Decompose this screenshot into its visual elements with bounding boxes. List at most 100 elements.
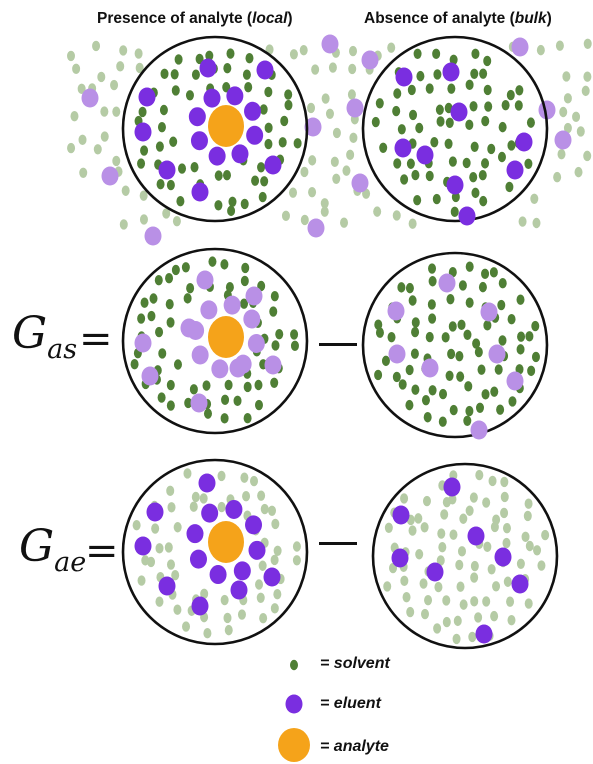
solvent-particle (488, 475, 497, 487)
eluent-particle (256, 60, 274, 80)
solvent-particle (222, 82, 231, 93)
eluent-particle (321, 34, 339, 54)
solvent-particle (220, 594, 229, 606)
eluent-particle (201, 503, 219, 523)
absence-header-term: bulk (514, 10, 547, 27)
solvent-particle (308, 155, 317, 166)
solvent-particle (202, 380, 211, 391)
solvent-particle (240, 298, 249, 309)
solvent-particle (447, 83, 456, 94)
solvent-particle (147, 556, 156, 568)
solvent-particle (492, 581, 501, 592)
solvent-particle (155, 141, 164, 152)
eluent-particle (387, 301, 405, 321)
solvent-particle (430, 136, 439, 148)
solvent-particle (134, 48, 143, 59)
solvent-particle (79, 167, 88, 178)
g-as-subscript: as (47, 334, 78, 365)
solvent-particle (457, 546, 466, 557)
solvent-particle (166, 179, 175, 191)
solvent-particle (299, 44, 308, 56)
solvent-particle (166, 379, 175, 391)
solvent-particle (137, 313, 146, 324)
eluent-particle (203, 88, 221, 108)
solvent-particle (205, 50, 214, 61)
solvent-particle (416, 70, 425, 82)
solvent-particle (244, 82, 253, 93)
solvent-particle (387, 42, 396, 53)
solvent-particle (387, 331, 396, 343)
solvent-particle (258, 191, 267, 203)
solvent-particle (474, 346, 483, 358)
sampling-region-circle (121, 458, 309, 646)
solvent-particle (405, 364, 414, 376)
solvent-particle (481, 115, 490, 127)
eluent-particle (361, 50, 379, 70)
solvent-particle (448, 321, 457, 332)
solvent-particle (307, 102, 316, 114)
solvent-particle (500, 491, 509, 503)
solvent-particle (490, 386, 499, 397)
solvent-particle (500, 507, 509, 519)
solvent-particle (432, 193, 441, 205)
legend-analyte-marker (278, 728, 310, 762)
solvent-particle (465, 405, 474, 417)
eluent-particle (134, 536, 152, 556)
solvent-particle (459, 513, 468, 524)
solvent-particle (223, 612, 232, 624)
eluent-particle (196, 270, 214, 290)
solvent-particle (171, 569, 180, 581)
solvent-particle (183, 293, 192, 304)
solvent-particle (557, 149, 566, 160)
solvent-particle (449, 529, 458, 540)
solvent-particle (516, 344, 525, 355)
sampling-region-circle (361, 251, 549, 439)
solvent-particle (408, 295, 417, 306)
solvent-particle (392, 105, 401, 117)
solvent-particle (472, 338, 481, 349)
solvent-particle (478, 170, 487, 181)
solvent-particle (245, 52, 254, 64)
eluent-particle (158, 160, 176, 180)
solvent-particle (481, 268, 490, 280)
solvent-particle (413, 194, 422, 206)
solvent-particle (402, 591, 411, 603)
solvent-particle (208, 256, 217, 267)
solvent-particle (479, 68, 488, 79)
solvent-particle (139, 214, 148, 225)
solvent-particle (250, 475, 259, 487)
solvent-particle (139, 190, 148, 201)
solvent-particle (225, 282, 234, 293)
solvent-particle (421, 394, 430, 406)
solvent-particle (259, 104, 268, 115)
solvent-particle (393, 158, 402, 169)
solvent-particle (112, 155, 121, 167)
solvent-particle (465, 119, 474, 131)
absence-header-text: Absence of analyte ( (364, 10, 515, 27)
g-ae-symbol: G (19, 521, 55, 572)
solvent-particle (273, 589, 282, 600)
solvent-particle (498, 278, 507, 289)
solvent-particle (392, 210, 401, 221)
solvent-particle (191, 491, 200, 503)
eluent-particle (146, 502, 164, 522)
solvent-particle (270, 377, 279, 389)
solvent-particle (497, 299, 506, 311)
solvent-particle (349, 132, 358, 144)
solvent-particle (427, 299, 436, 310)
eluent-particle (388, 344, 406, 364)
solvent-particle (474, 612, 483, 623)
solvent-particle (465, 261, 474, 272)
solvent-particle (243, 381, 252, 393)
solvent-particle (320, 198, 329, 209)
eluent-particle (506, 160, 524, 180)
solvent-particle (138, 106, 147, 118)
solvent-particle (292, 541, 301, 552)
solvent-particle (477, 364, 486, 375)
eluent-particle (138, 87, 156, 107)
solvent-particle (428, 385, 437, 396)
solvent-particle (320, 206, 329, 217)
solvent-particle (527, 365, 536, 377)
solvent-particle (199, 493, 208, 504)
solvent-particle (191, 69, 200, 80)
